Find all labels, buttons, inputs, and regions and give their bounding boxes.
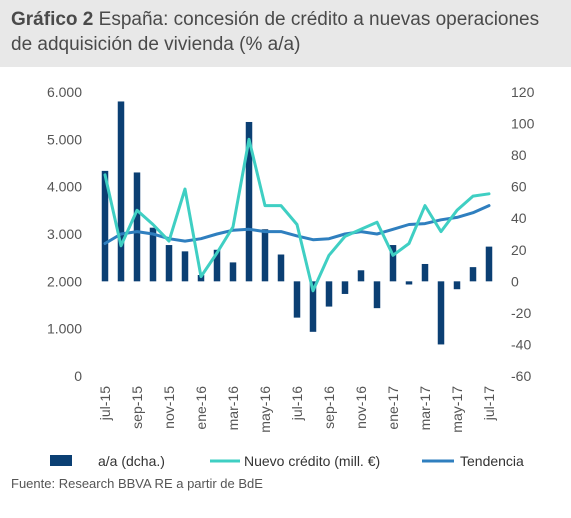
bar-aa bbox=[133, 172, 141, 282]
x-axis-tick-label: may-17 bbox=[449, 386, 465, 433]
bar-aa bbox=[293, 281, 301, 318]
bar-aa bbox=[149, 227, 157, 282]
left-axis-tick-label: 6.000 bbox=[47, 84, 82, 100]
bar-aa bbox=[325, 281, 333, 307]
bar-aa bbox=[197, 275, 205, 282]
right-axis-tick-label: 80 bbox=[511, 147, 527, 163]
bar-aa bbox=[101, 170, 109, 282]
bar-aa bbox=[389, 245, 397, 282]
x-axis-tick-label: ene-16 bbox=[193, 386, 209, 430]
x-axis-tick-label: sep-15 bbox=[129, 386, 145, 429]
bar-aa bbox=[405, 281, 413, 285]
title-band bbox=[0, 0, 571, 67]
x-axis-tick-label: mar-17 bbox=[417, 386, 433, 431]
bar-aa bbox=[357, 270, 365, 282]
x-axis-tick-label: jul-17 bbox=[481, 386, 497, 421]
right-axis-tick-label: 100 bbox=[511, 116, 535, 132]
x-axis-tick-label: may-16 bbox=[257, 386, 273, 433]
legend-label-tendencia: Tendencia bbox=[460, 453, 524, 469]
x-axis-tick-label: jul-16 bbox=[289, 386, 305, 421]
right-axis-tick-label: -20 bbox=[511, 305, 531, 321]
bar-aa bbox=[165, 245, 173, 282]
left-axis-tick-label: 5.000 bbox=[47, 131, 82, 147]
bar-aa bbox=[229, 262, 237, 282]
left-axis-tick-label: 1.000 bbox=[47, 321, 82, 337]
bar-aa bbox=[469, 267, 477, 282]
x-axis-tick-label: jul-15 bbox=[97, 386, 113, 421]
source-note: Fuente: Research BBVA RE a partir de BdE bbox=[11, 476, 263, 491]
legend-label-nuevo-credito: Nuevo crédito (mill. €) bbox=[244, 453, 380, 469]
bar-aa bbox=[117, 101, 125, 282]
x-axis-tick-label: mar-16 bbox=[225, 386, 241, 431]
chart-title: Gráfico 2 España: concesión de crédito a… bbox=[11, 7, 563, 57]
right-axis-tick-label: 20 bbox=[511, 242, 527, 258]
bar-aa bbox=[245, 121, 253, 282]
right-axis-tick-label: 40 bbox=[511, 210, 527, 226]
legend-label-aa: a/a (dcha.) bbox=[98, 453, 165, 469]
bar-aa bbox=[373, 281, 381, 309]
x-axis-tick-label: nov-16 bbox=[353, 386, 369, 429]
legend-swatch-aa bbox=[50, 455, 72, 466]
bar-aa bbox=[453, 281, 461, 290]
right-axis-tick-label: 0 bbox=[511, 273, 519, 289]
bar-aa bbox=[261, 229, 269, 282]
chart-title-prefix: Gráfico 2 bbox=[11, 9, 94, 30]
x-axis-tick-label: ene-17 bbox=[385, 386, 401, 430]
bar-aa bbox=[181, 251, 189, 282]
bar-aa bbox=[485, 246, 493, 282]
right-axis-tick-label: 60 bbox=[511, 179, 527, 195]
bar-aa bbox=[437, 281, 445, 345]
right-axis-tick-label: -60 bbox=[511, 368, 531, 384]
right-axis-tick-label: 120 bbox=[511, 84, 535, 100]
bar-aa bbox=[213, 249, 221, 282]
x-axis-tick-label: sep-16 bbox=[321, 386, 337, 429]
left-axis-tick-label: 4.000 bbox=[47, 179, 82, 195]
right-axis-tick-label: -40 bbox=[511, 336, 531, 352]
chart-title-text: España: concesión de crédito a nuevas op… bbox=[11, 9, 540, 55]
bar-aa bbox=[421, 263, 429, 282]
left-axis-tick-label: 0 bbox=[74, 368, 82, 384]
left-axis-tick-label: 2.000 bbox=[47, 273, 82, 289]
bar-aa bbox=[341, 281, 349, 294]
nuevo-credito-line bbox=[103, 137, 491, 293]
bar-aa bbox=[277, 254, 285, 282]
bar-aa bbox=[309, 281, 317, 332]
left-axis-tick-label: 3.000 bbox=[47, 226, 82, 242]
x-axis-tick-label: nov-15 bbox=[161, 386, 177, 429]
